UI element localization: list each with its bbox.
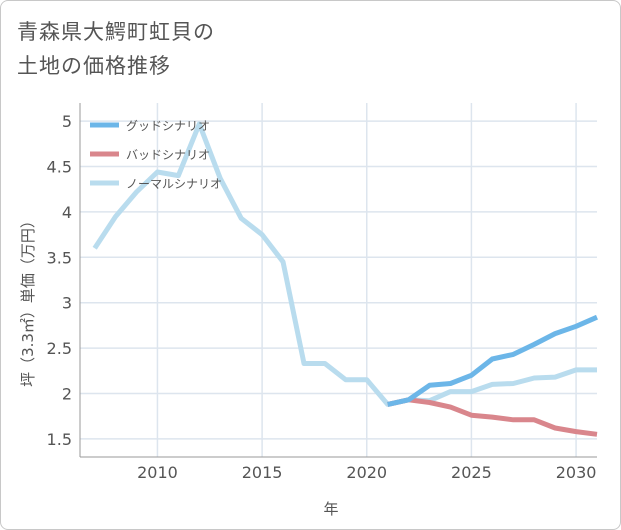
series-layer bbox=[92, 121, 598, 437]
y-tick-label: 4.5 bbox=[47, 158, 72, 177]
y-tick-labels: 1.5 2 2.5 3 3.5 4 4.5 5 bbox=[47, 112, 72, 449]
x-tick-label: 2025 bbox=[451, 463, 492, 482]
legend-label: グッドシナリオ bbox=[126, 119, 210, 133]
y-tick-label: 1.5 bbox=[47, 430, 72, 449]
y-tick-label: 4 bbox=[62, 203, 72, 222]
y-axis-title: 坪（3.3㎡）単価（万円） bbox=[19, 213, 37, 387]
y-tick-label: 2.5 bbox=[47, 339, 72, 358]
x-tick-label: 2010 bbox=[137, 463, 178, 482]
x-tick-labels: 2010 2015 2020 2025 2030 bbox=[137, 463, 596, 482]
chart-title: 青森県大鰐町虹貝の 土地の価格推移 bbox=[17, 15, 215, 83]
y-tick-label: 3.5 bbox=[47, 248, 72, 267]
axes bbox=[79, 103, 597, 458]
series-line-3 bbox=[92, 121, 597, 407]
series-line-1 bbox=[387, 314, 598, 407]
grid bbox=[80, 103, 597, 457]
legend-label: ノーマルシナリオ bbox=[126, 177, 222, 191]
y-tick-label: 2 bbox=[62, 384, 72, 403]
legend-label: バッドシナリオ bbox=[126, 148, 210, 162]
y-tick-label: 3 bbox=[62, 294, 72, 313]
chart-title-line1: 青森県大鰐町虹貝の bbox=[17, 20, 215, 44]
x-tick-label: 2030 bbox=[556, 463, 597, 482]
y-tick-label: 5 bbox=[62, 112, 72, 131]
x-axis-title: 年 bbox=[323, 500, 338, 518]
chart-title-line2: 土地の価格推移 bbox=[17, 54, 171, 78]
series-line-2 bbox=[387, 397, 598, 437]
x-tick-label: 2020 bbox=[346, 463, 387, 482]
x-tick-label: 2015 bbox=[242, 463, 283, 482]
